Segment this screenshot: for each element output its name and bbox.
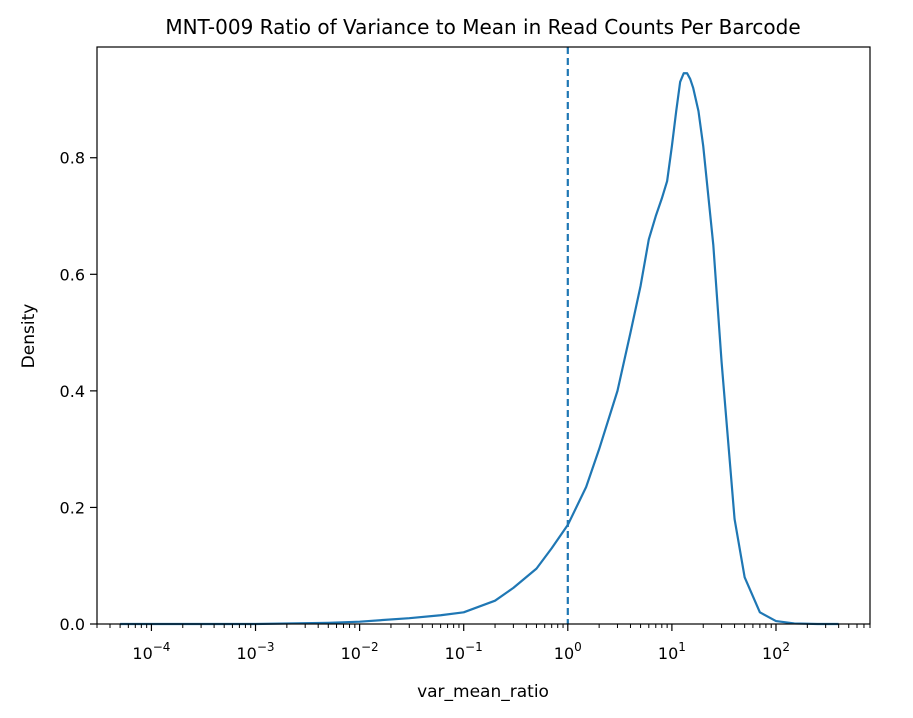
x-axis-label: var_mean_ratio	[417, 682, 549, 702]
chart-title: MNT-009 Ratio of Variance to Mean in Rea…	[165, 15, 800, 39]
plot-frame	[96, 46, 871, 625]
x-tick-label: 10−1	[445, 640, 483, 663]
y-tick-label: 0.8	[60, 149, 85, 168]
y-tick-label: 0.0	[60, 615, 85, 634]
x-tick-label: 100	[554, 640, 582, 663]
y-tick-label: 0.2	[60, 498, 85, 517]
plot-area	[96, 46, 871, 626]
x-tick-label: 101	[658, 640, 686, 663]
y-axis: 0.0 0.2 0.4 0.6 0.8	[60, 149, 97, 634]
x-tick-label: 102	[762, 640, 790, 663]
x-axis: 10−4 10−3 10−2 10−1 100 101 102	[96, 624, 871, 663]
x-tick-label: 10−3	[236, 640, 274, 663]
y-tick-label: 0.4	[60, 382, 85, 401]
x-tick-label: 10−4	[132, 640, 170, 663]
density-line	[120, 72, 839, 626]
y-axis-label: Density	[19, 304, 39, 369]
y-tick-label: 0.6	[60, 265, 85, 284]
x-tick-label: 10−2	[341, 640, 379, 663]
